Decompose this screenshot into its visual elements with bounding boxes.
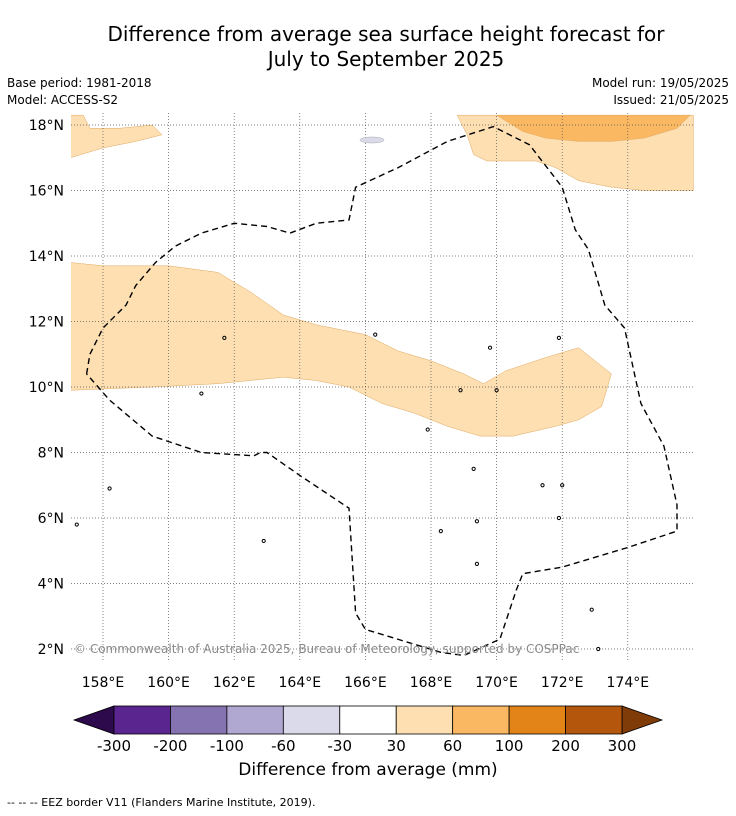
colorbar-tick-label: -30 (328, 737, 353, 755)
x-tick-label: 160°E (147, 675, 190, 691)
colorbar-segment (113, 705, 171, 735)
x-tick-label: 158°E (82, 675, 125, 691)
colorbar-segment (565, 705, 623, 735)
island (74, 522, 79, 527)
colorbar-over-arrow (621, 705, 664, 735)
anomaly-region-3 (495, 114, 691, 142)
x-tick-label: 164°E (279, 675, 322, 691)
island (474, 561, 480, 566)
x-axis: 158°E 160°E 162°E 164°E 166°E 168°E 170°E 172°E… (82, 675, 649, 691)
colorbar-tick-label: -100 (210, 737, 244, 755)
colorbar-segment (226, 705, 284, 735)
y-tick-label: 12°N (29, 315, 64, 331)
x-tick-label: 168°E (410, 675, 453, 691)
island (471, 466, 476, 471)
anomaly-regions (71, 114, 694, 437)
colorbar-tick-label: 100 (495, 737, 524, 755)
eez-footnote: -- -- -- EEZ border V11 (Flanders Marine… (7, 796, 316, 809)
colorbar-segment (395, 705, 454, 735)
colorbar-segment (339, 705, 397, 735)
colorbar: -300 -200 -100 -60 -30 30 60 100 200 300 (72, 705, 664, 755)
colorbar-tick-label: 30 (387, 737, 406, 755)
model-run: Model run: 19/05/2025 (591, 76, 729, 90)
copyright-text: © Commonwealth of Australia 2025, Bureau… (74, 642, 579, 656)
island (373, 332, 378, 337)
y-tick-label: 10°N (29, 380, 64, 396)
colorbar-tick-label: -60 (271, 737, 296, 755)
eez-border (85, 125, 678, 657)
gridlines (71, 113, 695, 661)
colorbar-segment (282, 705, 341, 735)
colorbar-tick-label: 200 (551, 737, 580, 755)
island (222, 335, 227, 340)
colorbar-tick-label: 300 (608, 737, 637, 755)
anomaly-region-0 (71, 262, 612, 437)
colorbar-tick-label: -200 (153, 737, 187, 755)
island (199, 391, 204, 396)
base-period: Base period: 1981-2018 (7, 76, 152, 90)
colorbar-segment (508, 705, 566, 735)
island (560, 483, 565, 488)
x-tick-label: 172°E (541, 675, 584, 691)
x-tick-label: 170°E (475, 675, 518, 691)
island (487, 345, 493, 350)
island (438, 529, 443, 534)
anomaly-region-1 (71, 114, 163, 158)
x-tick-label: 166°E (344, 675, 387, 691)
island (494, 388, 499, 393)
y-axis: 2°N 4°N 6°N 8°N 10°N 12°N 14°N 16°N 18°N (29, 118, 64, 658)
island (589, 607, 594, 612)
island (107, 486, 112, 491)
y-tick-label: 6°N (38, 511, 64, 527)
colorbar-under-arrow (72, 705, 115, 735)
colorbar-segment (170, 705, 228, 735)
y-tick-label: 18°N (29, 118, 64, 134)
colorbar-tick-label: 60 (443, 737, 462, 755)
y-tick-label: 8°N (38, 446, 64, 462)
x-tick-label: 162°E (213, 675, 256, 691)
model-name: Model: ACCESS-S2 (7, 93, 119, 107)
islet-shape (359, 136, 385, 144)
island (458, 388, 463, 393)
island (425, 427, 430, 432)
colorbar-title: Difference from average (mm) (238, 760, 498, 780)
eez-border-layer (85, 125, 678, 657)
chart-title-line2: July to September 2025 (267, 47, 505, 71)
islands (74, 136, 601, 652)
y-tick-label: 14°N (29, 249, 64, 265)
island (261, 538, 266, 544)
issued-date: Issued: 21/05/2025 (613, 93, 729, 107)
island (540, 483, 545, 488)
meta-right: Model run: 19/05/2025 Issued: 21/05/2025 (592, 75, 729, 109)
y-tick-label: 4°N (38, 577, 64, 593)
y-tick-label: 2°N (38, 642, 64, 658)
chart-title: Difference from average sea surface heig… (0, 22, 736, 72)
chart-title-line1: Difference from average sea surface heig… (107, 22, 665, 46)
island (556, 335, 562, 340)
colorbar-segment (452, 705, 510, 735)
x-tick-label: 174°E (607, 675, 650, 691)
island (474, 519, 480, 524)
island (556, 515, 562, 521)
island (596, 646, 601, 652)
meta-left: Base period: 1981-2018 Model: ACCESS-S2 (7, 75, 152, 109)
colorbar-tick-label: -300 (97, 737, 131, 755)
y-tick-label: 16°N (29, 184, 64, 200)
